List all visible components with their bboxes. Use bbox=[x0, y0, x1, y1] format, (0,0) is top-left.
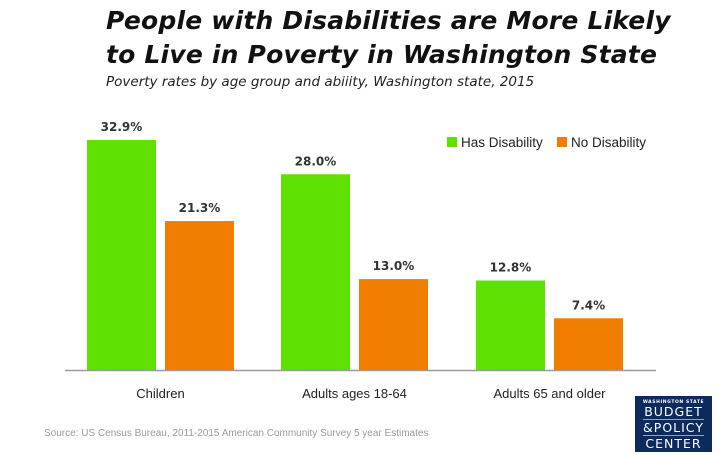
legend-swatch-no-disability bbox=[557, 137, 567, 147]
x-tick-label: Children bbox=[136, 386, 184, 401]
logo-line-1: BUDGET bbox=[644, 404, 703, 419]
bar-has-disability-1 bbox=[87, 140, 156, 370]
data-label: 12.8% bbox=[490, 261, 532, 275]
x-tick-label: Adults ages 18-64 bbox=[302, 386, 407, 401]
bar-no-disability-1 bbox=[165, 221, 234, 370]
logo-line-2: &POLICY bbox=[643, 420, 704, 435]
chart-title-line-1: People with Disabilities are More Likely bbox=[106, 6, 671, 35]
data-label: 28.0% bbox=[295, 154, 337, 168]
legend-label: No Disability bbox=[571, 135, 646, 150]
logo-divider bbox=[643, 435, 704, 436]
legend-label: Has Disability bbox=[461, 135, 543, 150]
data-label: 13.0% bbox=[373, 259, 415, 273]
bar-no-disability-2 bbox=[359, 279, 428, 370]
chart-subtitle: Poverty rates by age group and abiiity, … bbox=[106, 74, 535, 90]
bar-has-disability-3 bbox=[476, 280, 545, 370]
logo-divider bbox=[643, 419, 704, 420]
data-label: 21.3% bbox=[179, 201, 221, 215]
budget-policy-center-logo: WASHINGTON STATE BUDGET &POLICY CENTER bbox=[635, 396, 712, 452]
data-label: 7.4% bbox=[572, 298, 605, 312]
data-label: 32.9% bbox=[101, 120, 143, 134]
logo-line-3: CENTER bbox=[645, 436, 702, 451]
bar-has-disability-2 bbox=[281, 174, 350, 370]
legend-swatch-has-disability bbox=[447, 137, 457, 147]
source-note: Source: US Census Bureau, 2011-2015 Amer… bbox=[44, 428, 429, 439]
chart-title-line-2: to Live in Poverty in Washington State bbox=[106, 40, 658, 69]
chart-title: People with Disabilities are More Likely… bbox=[106, 4, 706, 72]
x-tick-label: Adults 65 and older bbox=[493, 386, 606, 401]
logo-state-text: WASHINGTON STATE bbox=[642, 400, 705, 405]
bar-no-disability-3 bbox=[554, 318, 623, 370]
